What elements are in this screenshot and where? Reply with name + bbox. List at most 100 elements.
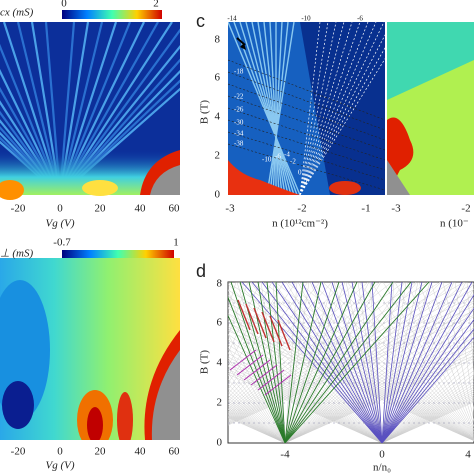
feature-line (381, 336, 474, 443)
feature-line (228, 282, 285, 377)
feature-line (228, 333, 286, 443)
feature-line (284, 345, 474, 443)
feature-line (381, 282, 463, 443)
x-tick-label: 40 (135, 446, 147, 458)
feature-line (454, 282, 474, 411)
feature-line (466, 282, 474, 379)
feature-line (299, 22, 361, 195)
fan-label: -26 (234, 106, 244, 114)
feature-line (228, 330, 474, 441)
feature-line (345, 282, 383, 443)
feature-line (236, 282, 286, 443)
feature-line (228, 295, 474, 423)
fan-diagram (228, 282, 474, 443)
feature-line (299, 22, 321, 195)
y-tick-label: 4 (215, 111, 221, 123)
heatmap-blob (329, 181, 361, 195)
heatmap-blob (387, 160, 410, 195)
fan-label: -6 (275, 153, 281, 161)
feature-line (284, 282, 466, 443)
feature-line (228, 289, 474, 422)
feature-line (284, 282, 406, 443)
x-tick-label: 0 (57, 446, 63, 458)
x-tick-label: -20 (11, 203, 26, 215)
feature-line (228, 59, 385, 121)
feature-line (245, 303, 259, 335)
feature-line (228, 363, 383, 443)
feature-line (228, 356, 383, 443)
feature-line (228, 408, 286, 443)
feature-line (228, 357, 286, 443)
feature-line (284, 282, 412, 443)
feature-line (284, 322, 474, 443)
feature-line (228, 314, 474, 426)
fan-label: -6 (357, 15, 363, 23)
x-tick-label: 20 (95, 203, 107, 215)
colorbar-label: ⊥ (mS) (0, 248, 33, 260)
feature-line (228, 414, 286, 443)
feature-line (228, 282, 417, 415)
y-tick-label: 0 (217, 437, 223, 449)
feature-line (245, 22, 292, 195)
heatmap-region (300, 22, 385, 195)
fan-label: -4 (284, 151, 290, 159)
feature-line (284, 355, 474, 443)
feature-line (228, 282, 474, 441)
feature-line (281, 282, 383, 443)
heatmap-blob (2, 381, 34, 429)
feature-line (358, 282, 474, 437)
feature-line (299, 22, 337, 195)
feature-line (284, 282, 298, 443)
y-tick-label: 8 (217, 278, 223, 290)
feature-line (266, 22, 295, 195)
feature-line (381, 282, 419, 443)
feature-line (284, 282, 394, 443)
y-tick-label: 2 (217, 397, 223, 409)
feature-line (251, 22, 289, 195)
feature-line (299, 22, 329, 195)
feature-line (272, 282, 286, 443)
feature-line (250, 282, 474, 440)
feature-line (285, 282, 383, 443)
feature-line (381, 354, 474, 443)
feature-line (228, 352, 383, 443)
feature-line (284, 352, 474, 443)
x-tick-label: 40 (135, 203, 147, 215)
feature-line (228, 412, 286, 443)
feature-line (381, 282, 413, 443)
feature-line (228, 282, 333, 399)
feature-line (228, 289, 286, 443)
heatmap-blob (117, 392, 133, 440)
feature-line (381, 401, 474, 443)
feature-line (291, 282, 383, 443)
feature-line (228, 373, 286, 443)
feature-line (299, 34, 385, 195)
feature-line (310, 282, 474, 439)
feature-line (228, 302, 474, 441)
x-tick-label: -1 (361, 203, 370, 215)
colorbar-tick: 2 (153, 0, 159, 10)
feature-line (284, 337, 474, 443)
feature-line (228, 366, 383, 443)
fan-label: -18 (234, 68, 244, 76)
feature-line (284, 309, 474, 443)
feature-line (228, 327, 383, 443)
colorbar-label: cx (mS) (0, 7, 34, 19)
feature-line (381, 395, 474, 443)
feature-line (228, 282, 453, 419)
feature-line (264, 374, 292, 396)
feature-line (228, 282, 309, 390)
feature-line (250, 364, 278, 386)
heatmap-blob (0, 180, 24, 200)
feature-line (263, 22, 283, 195)
feature-line (228, 321, 383, 443)
feature-line (229, 349, 257, 371)
feature-line (228, 282, 369, 408)
feature-line (381, 386, 474, 443)
x-axis-label: n/n₀ (373, 462, 391, 474)
feature-line (269, 315, 283, 347)
y-tick-label: 0 (215, 189, 221, 201)
feature-line (238, 282, 474, 440)
feature-line (228, 304, 383, 443)
